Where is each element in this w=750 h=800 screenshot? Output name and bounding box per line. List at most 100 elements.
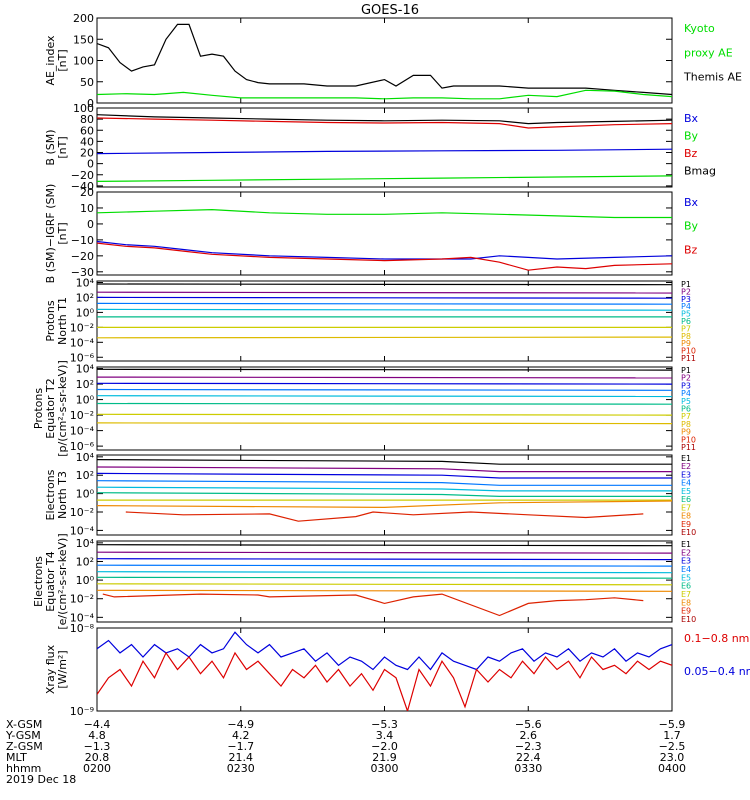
legend-entry: Bx [684, 112, 699, 125]
legend-entry: E7 [681, 590, 691, 599]
legend-entry: E9 [681, 607, 691, 616]
y-tick-label: 10² [76, 555, 94, 568]
y-tick-label: −20 [71, 250, 94, 263]
legend-entry: P1 [681, 280, 691, 289]
series-line-themis-ae [97, 23, 672, 96]
y-tick-label: 150 [73, 33, 94, 46]
x-row-value: −5.6 [515, 718, 542, 731]
y-tick-label: 10⁴ [76, 276, 95, 289]
y-tick-label: 10⁰ [76, 306, 95, 319]
series-line-p5 [97, 395, 672, 398]
plot-title: GOES-16 [361, 3, 419, 18]
y-axis-label: Protons [44, 300, 57, 341]
series-line-by [97, 175, 672, 182]
series-line-e4 [97, 480, 672, 486]
x-row-label: Y-GSM [5, 729, 41, 742]
legend-entry: E5 [681, 487, 691, 496]
y-axis-label: North T1 [56, 297, 69, 345]
legend-entry: By [684, 220, 699, 233]
legend-entry: E4 [681, 479, 691, 488]
legend-entry: P7 [681, 412, 691, 421]
y-tick-label: 10⁰ [76, 488, 95, 501]
y-tick-label: 10⁻⁹ [70, 705, 94, 718]
panel-bigrf: 20 10 0 −10 −20 −30 B (SM)−IGRF (SM) [nT] Bx By Bz [44, 184, 699, 284]
x-row-value: −4.9 [227, 718, 254, 731]
series-line-e7 [97, 583, 672, 586]
series-line-bz [97, 117, 672, 129]
series-line-p1 [97, 368, 672, 371]
y-tick-label: 10⁻⁶ [70, 440, 95, 453]
legend-entry: P1 [681, 366, 691, 375]
legend-entry: P9 [681, 339, 691, 348]
x-row-value: −5.3 [371, 718, 398, 731]
series-line-0-05-0-4-nm [97, 631, 672, 671]
y-tick-label: 10⁻² [70, 321, 94, 334]
y-axis-label: [W/m²] [56, 650, 69, 688]
legend-entry: E10 [681, 528, 696, 537]
series-line-e1 [97, 544, 672, 547]
y-tick-label: 10⁻⁸ [70, 622, 95, 635]
legend-entry: P4 [681, 302, 691, 311]
legend-entry: P10 [681, 435, 696, 444]
series-line-bx [97, 148, 672, 155]
series-line-p3 [97, 296, 672, 299]
y-tick-label: 0 [87, 97, 94, 110]
y-tick-label: 10⁴ [76, 451, 95, 464]
legend-entry: E3 [681, 470, 691, 479]
series-line-e6 [97, 576, 672, 579]
y-tick-label: 10⁻⁴ [70, 524, 95, 537]
y-axis-label: [p/(cm²-s-sr-keV)] [56, 360, 69, 457]
series-line-e6 [97, 492, 672, 497]
legend-entry: P8 [681, 420, 691, 429]
y-tick-label: 10⁻⁴ [70, 336, 95, 349]
y-tick-label: 20 [80, 186, 94, 199]
series-line-e8 [97, 589, 672, 592]
x-row-value: 0300 [371, 762, 399, 775]
series-line-e1 [97, 459, 672, 465]
x-row-value: −5.9 [659, 718, 686, 731]
legend-entry: P3 [681, 295, 691, 304]
series-line-e8 [97, 500, 672, 509]
y-axis-label: Electrons [32, 556, 45, 607]
legend-entry: E2 [681, 462, 691, 471]
y-tick-label: 10² [76, 469, 94, 482]
series-line-p2 [97, 291, 672, 294]
x-row-value: 2.6 [520, 729, 538, 742]
legend-entry: P11 [681, 354, 696, 363]
legend-entry: E8 [681, 512, 691, 521]
y-tick-label: 10 [80, 202, 94, 215]
legend-entry: E3 [681, 557, 691, 566]
legend-entry: Kyoto [684, 22, 715, 35]
series-line-0-1-0-8-nm [97, 651, 672, 711]
y-axis-label: [e/(cm²-s-sr-keV)] [56, 533, 69, 629]
series-line-bmag [97, 114, 672, 125]
legend-entry: E7 [681, 503, 691, 512]
series-line-e5 [97, 571, 672, 574]
x-row-value: 0200 [83, 762, 111, 775]
panel-e_equator: 10⁴ 10² 10⁰ 10⁻² 10⁻⁴ Electrons Equator T4 [e/(… [32, 533, 696, 629]
legend-entry: 0.1−0.8 nm [684, 632, 749, 645]
y-tick-label: 10⁰ [76, 574, 95, 587]
legend-entry: P4 [681, 389, 691, 398]
series-line-e3 [97, 472, 672, 479]
series-line-bz [97, 242, 672, 271]
legend-entry: P6 [681, 317, 691, 326]
legend-entry: E4 [681, 565, 691, 574]
x-row-value: −2.0 [371, 740, 398, 753]
x-row-value: 20.8 [85, 751, 110, 764]
y-tick-label: 10⁻⁴ [70, 425, 95, 438]
y-tick-label: 100 [73, 102, 94, 115]
series-line-by [97, 208, 672, 219]
y-axis-label: Equator T4 [44, 551, 57, 611]
legend-entry: By [684, 130, 699, 143]
y-tick-label: 20 [80, 147, 94, 160]
panel-e_north: 10⁴ 10² 10⁰ 10⁻² 10⁻⁴ Electrons North T3 E1E2E3… [44, 451, 696, 538]
y-axis-label: Electrons [44, 469, 57, 520]
legend-entry: P5 [681, 310, 691, 319]
panel-frame [96, 366, 673, 451]
series-line-e9 [102, 593, 644, 617]
y-tick-label: −40 [71, 180, 94, 193]
legend-entry: 0.05−0.4 nm [684, 665, 750, 678]
